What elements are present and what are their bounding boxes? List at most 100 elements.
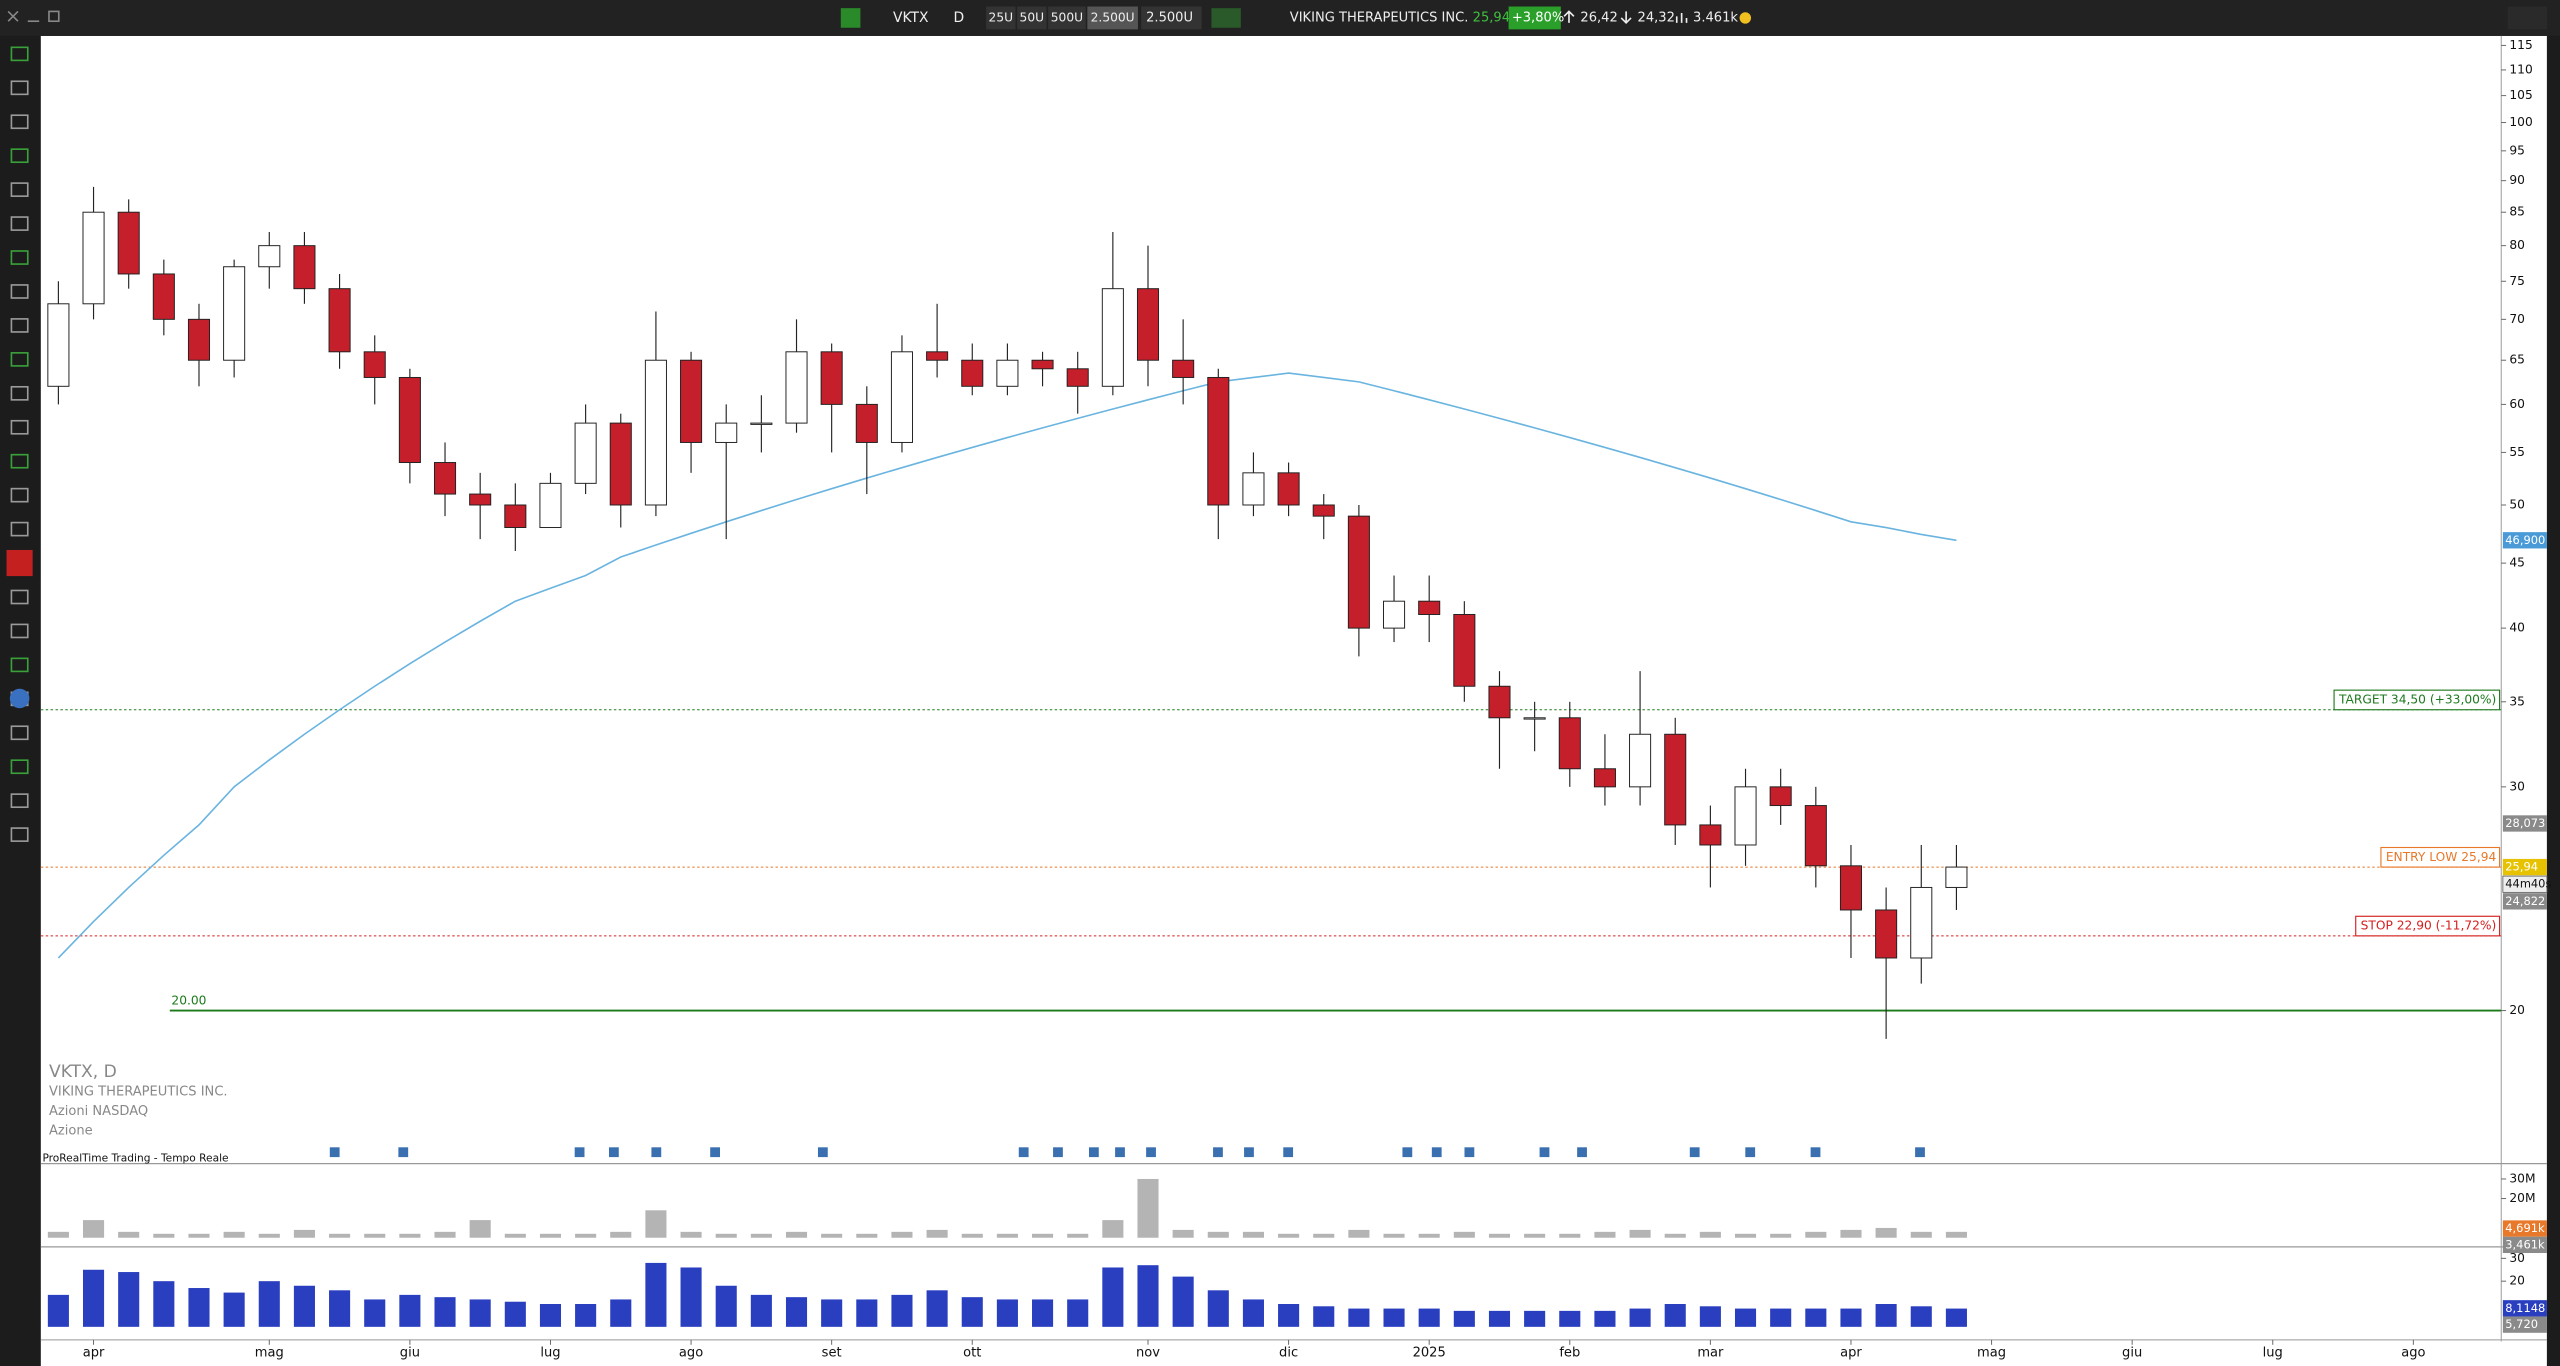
event-marker[interactable] xyxy=(329,1147,340,1158)
candle-body xyxy=(1593,768,1616,788)
bar xyxy=(118,1272,140,1327)
bar xyxy=(1067,1233,1089,1238)
tool-icon[interactable] xyxy=(10,453,29,469)
corner-icon[interactable] xyxy=(2507,6,2547,30)
event-marker[interactable] xyxy=(651,1147,662,1158)
candle-body xyxy=(82,211,105,305)
unit-label[interactable]: 2.500U xyxy=(1091,10,1135,24)
tool-icon[interactable] xyxy=(10,250,29,265)
candle-body xyxy=(223,266,246,361)
bar xyxy=(469,1299,491,1327)
event-marker[interactable] xyxy=(1745,1147,1756,1158)
unit-label[interactable]: 50U xyxy=(1020,10,1045,24)
tool-icon[interactable] xyxy=(10,521,29,537)
tool-icon[interactable] xyxy=(10,657,29,673)
y-tick-label: 30 xyxy=(2509,1251,2525,1265)
bar xyxy=(1383,1308,1405,1327)
candle-body xyxy=(680,359,703,443)
tool-icon[interactable] xyxy=(10,148,29,164)
tool-icon[interactable] xyxy=(10,318,29,333)
symbol[interactable]: VKTX xyxy=(893,10,929,26)
units-select-bg[interactable] xyxy=(1141,6,1202,30)
event-marker[interactable] xyxy=(1115,1147,1125,1158)
tool-icon[interactable] xyxy=(10,419,29,435)
tool-icon[interactable] xyxy=(10,80,29,96)
event-marker[interactable] xyxy=(1283,1147,1294,1158)
event-marker[interactable] xyxy=(1539,1147,1550,1158)
candle-body xyxy=(1136,288,1160,361)
close-button[interactable] xyxy=(7,10,19,22)
unit-button[interactable] xyxy=(1048,6,1086,30)
unit-button[interactable] xyxy=(1087,6,1138,30)
tool-icon[interactable] xyxy=(10,725,29,741)
color-tool[interactable] xyxy=(9,688,30,709)
price-tag xyxy=(2502,815,2547,832)
event-marker[interactable] xyxy=(1689,1147,1700,1158)
chart-type-icon[interactable] xyxy=(840,8,861,28)
bar xyxy=(1453,1310,1475,1327)
event-marker[interactable] xyxy=(574,1147,585,1158)
event-marker[interactable] xyxy=(1577,1147,1587,1158)
tool-icon[interactable] xyxy=(10,759,29,775)
tool-icon[interactable] xyxy=(10,793,29,809)
bar xyxy=(504,1301,526,1327)
event-marker[interactable] xyxy=(1810,1147,1821,1158)
bar xyxy=(1102,1220,1124,1238)
event-marker[interactable] xyxy=(1018,1147,1029,1158)
candle-body xyxy=(609,422,632,506)
bar xyxy=(856,1299,878,1327)
event-marker[interactable] xyxy=(1244,1147,1254,1158)
event-marker[interactable] xyxy=(1464,1147,1475,1158)
bar xyxy=(1699,1231,1721,1238)
window-controls[interactable] xyxy=(7,10,60,23)
bar xyxy=(153,1233,175,1238)
candle-body xyxy=(1804,805,1827,867)
event-marker[interactable] xyxy=(608,1147,619,1158)
event-marker[interactable] xyxy=(1053,1147,1063,1158)
indicator-icon[interactable] xyxy=(1211,8,1241,28)
bar xyxy=(1172,1276,1194,1327)
candle-body xyxy=(1066,368,1089,387)
tool-icon[interactable] xyxy=(10,46,29,62)
y-tick-label: 105 xyxy=(2509,88,2532,102)
tool-icon[interactable] xyxy=(10,589,29,605)
tool-icon[interactable] xyxy=(10,216,29,231)
tool-icon[interactable] xyxy=(10,114,29,130)
event-marker[interactable] xyxy=(1146,1147,1156,1158)
tool-icon[interactable] xyxy=(10,623,29,639)
restore-button[interactable] xyxy=(48,10,60,23)
event-marker[interactable] xyxy=(1088,1147,1099,1158)
tool-icon[interactable] xyxy=(10,385,29,401)
tool-icon[interactable] xyxy=(10,487,29,503)
candle-body xyxy=(1488,685,1511,719)
bar xyxy=(1278,1304,1300,1327)
y-tick-label: 40 xyxy=(2509,621,2525,635)
tool-icon[interactable] xyxy=(10,284,29,299)
unit-label[interactable]: 25U xyxy=(989,10,1014,24)
tool-icon[interactable] xyxy=(10,827,29,842)
unit-label[interactable]: 500U xyxy=(1051,10,1083,24)
tool-icon[interactable] xyxy=(10,352,29,367)
event-marker[interactable] xyxy=(398,1147,409,1158)
bar xyxy=(961,1233,983,1238)
units-select[interactable]: 2.500U xyxy=(1146,10,1193,25)
tool-icon[interactable] xyxy=(10,182,29,197)
bar xyxy=(1137,1265,1159,1327)
price-tag xyxy=(2502,1220,2547,1237)
event-marker[interactable] xyxy=(1431,1147,1442,1158)
moving-average-line xyxy=(57,372,1957,959)
unit-button[interactable] xyxy=(1017,6,1047,30)
event-marker[interactable] xyxy=(817,1147,828,1158)
y-tick-label: 20 xyxy=(2509,1274,2525,1288)
event-marker[interactable] xyxy=(1213,1147,1223,1158)
event-marker[interactable] xyxy=(710,1147,720,1158)
unit-button[interactable] xyxy=(986,6,1016,30)
y-tick-label: 50 xyxy=(2509,497,2525,511)
legend-title: VKTX, D xyxy=(49,1062,117,1082)
period[interactable]: D xyxy=(953,10,964,26)
event-marker[interactable] xyxy=(1915,1147,1925,1158)
candle-body xyxy=(574,422,597,484)
event-marker[interactable] xyxy=(1402,1147,1413,1158)
magnet-tool[interactable] xyxy=(6,549,33,577)
candle-body xyxy=(1101,288,1124,387)
